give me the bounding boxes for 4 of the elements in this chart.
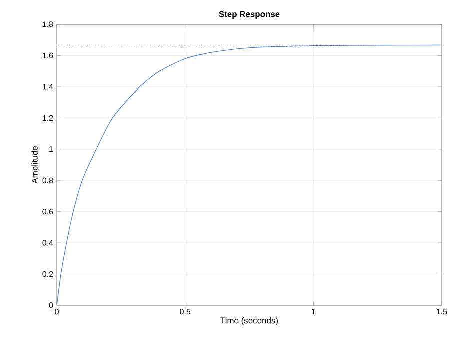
y-axis-title: Amplitude	[32, 146, 40, 184]
line-series	[57, 44, 442, 306]
x-axis-title: Time (seconds)	[220, 318, 278, 326]
chart-title: Step Response	[219, 11, 280, 19]
